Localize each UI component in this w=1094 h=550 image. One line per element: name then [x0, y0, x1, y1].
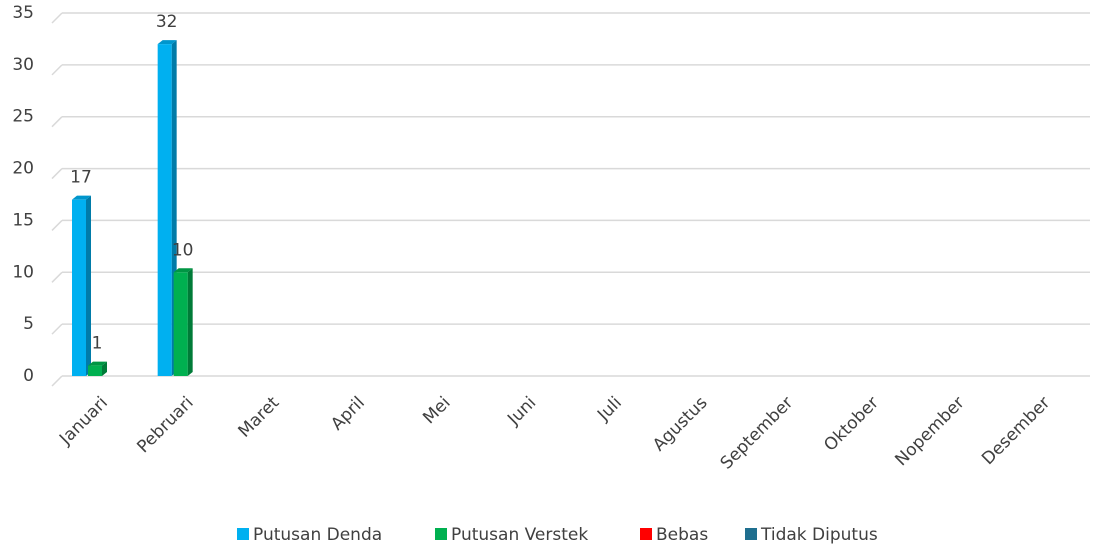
y-tick-label: 0: [23, 366, 34, 386]
x-tick-label: September: [717, 393, 798, 474]
data-label: 10: [172, 240, 194, 260]
bar: [173, 272, 188, 376]
x-tick-label: Desember: [978, 393, 1054, 469]
bar-top: [88, 361, 107, 366]
bar-side: [86, 195, 91, 376]
x-tick-label: Juni: [503, 393, 540, 430]
x-tick-label: Januari: [55, 393, 112, 450]
legend-swatch: [237, 528, 249, 540]
bar-side: [102, 361, 107, 376]
grid-line-depth: [51, 168, 63, 180]
legend-swatch: [640, 528, 652, 540]
x-tick-label: Oktober: [820, 393, 883, 456]
y-tick-label: 35: [12, 3, 34, 23]
bar: [88, 365, 102, 376]
legend-label: Bebas: [656, 525, 708, 545]
y-tick-label: 30: [12, 55, 34, 75]
x-tick-label: Maret: [235, 393, 284, 442]
y-tick-label: 25: [12, 107, 34, 127]
grid-line-depth: [51, 116, 63, 128]
y-tick-label: 20: [12, 159, 34, 179]
x-tick-label: Juli: [593, 393, 626, 426]
y-tick-label: 10: [12, 262, 34, 282]
y-tick-label: 5: [23, 314, 34, 334]
x-tick-label: Pebruari: [133, 393, 197, 457]
grid-line-depth: [51, 375, 63, 387]
bar-top: [157, 40, 177, 45]
grid-line-depth: [51, 271, 63, 283]
grid-line-depth: [51, 64, 63, 76]
data-label: 1: [92, 334, 103, 354]
bar: [72, 199, 86, 376]
data-label: 17: [70, 168, 92, 188]
grid-line-depth: [51, 219, 63, 231]
legend-swatch: [435, 528, 447, 540]
x-tick-label: Nopember: [891, 393, 968, 470]
legend-label: Tidak Diputus: [760, 525, 878, 545]
bar-side: [187, 268, 193, 376]
grid-line-depth: [51, 323, 63, 335]
y-tick-label: 15: [12, 210, 34, 230]
grid-line-depth: [51, 12, 63, 24]
x-tick-label: Agustus: [649, 393, 712, 456]
bar-top: [173, 268, 193, 273]
legend-label: Putusan Denda: [253, 525, 382, 545]
data-label: 32: [156, 12, 178, 32]
x-tick-label: Mei: [419, 393, 454, 428]
legend-label: Putusan Verstek: [451, 525, 588, 545]
legend-swatch: [745, 528, 757, 540]
bar: [157, 44, 172, 376]
bar-top: [72, 195, 91, 200]
x-tick-label: April: [327, 393, 369, 435]
